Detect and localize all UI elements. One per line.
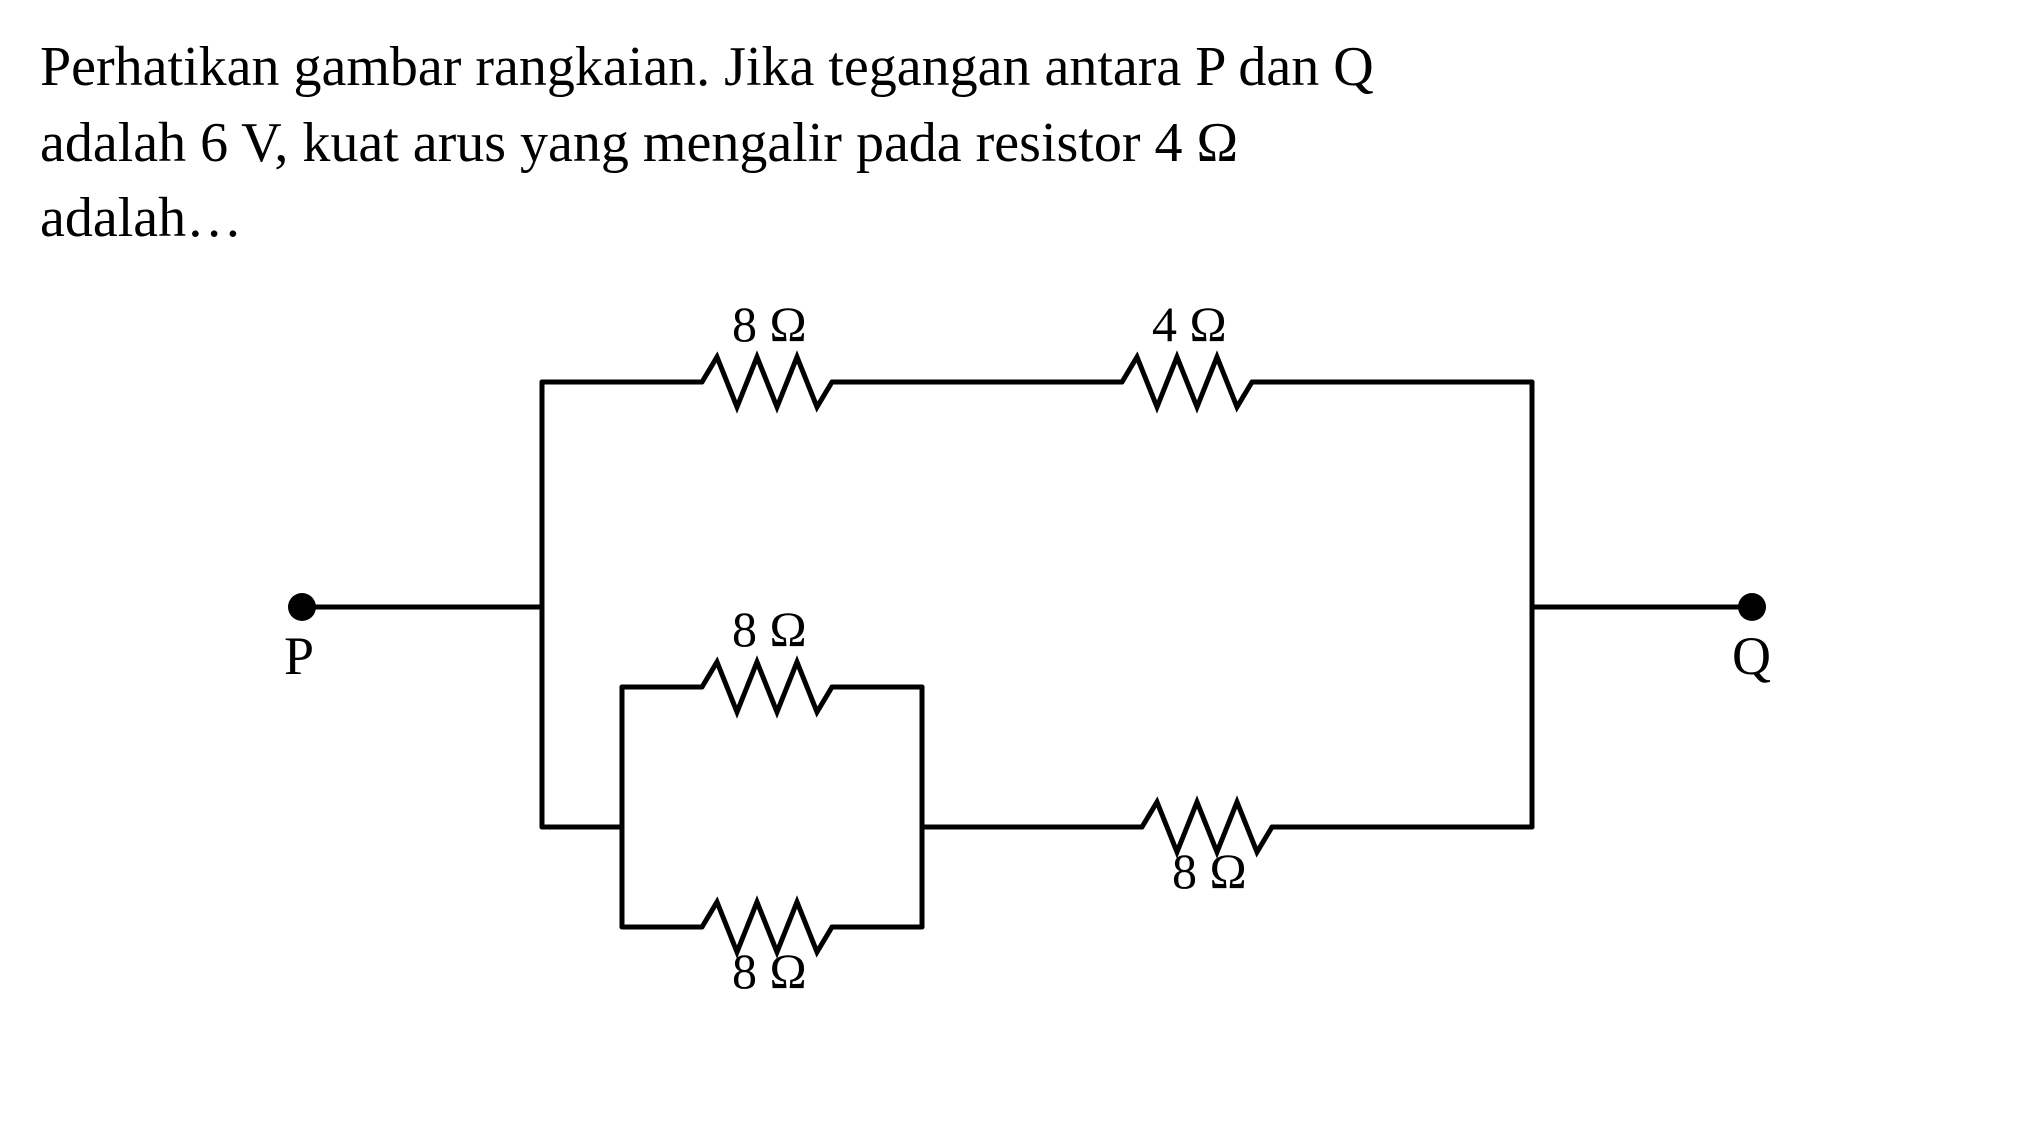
label-r5: 8 Ω [732, 942, 807, 1000]
question-line1: Perhatikan gambar rangkaian. Jika tegang… [40, 36, 1374, 98]
question-omega: Ω [1197, 112, 1239, 174]
question-line3: adalah… [40, 187, 242, 249]
label-r1: 8 Ω [732, 295, 807, 353]
circuit-diagram: 8 Ω 4 Ω 8 Ω 8 Ω 8 Ω P Q [212, 287, 1812, 987]
question-line2-part1: adalah 6 V, kuat arus yang mengalir pada… [40, 112, 1197, 174]
resistor-8ohm-parallel-top [702, 662, 832, 712]
label-r3: 8 Ω [732, 600, 807, 658]
resistor-4ohm-top-right [1122, 357, 1252, 407]
resistor-8ohm-top-left [702, 357, 832, 407]
label-node-q: Q [1732, 625, 1771, 687]
node-q-dot [1738, 593, 1766, 621]
label-r2: 4 Ω [1152, 295, 1227, 353]
circuit-svg [212, 287, 1812, 987]
question-text: Perhatikan gambar rangkaian. Jika tegang… [40, 30, 1984, 257]
node-p-dot [288, 593, 316, 621]
label-node-p: P [284, 625, 314, 687]
label-r4: 8 Ω [1172, 842, 1247, 900]
